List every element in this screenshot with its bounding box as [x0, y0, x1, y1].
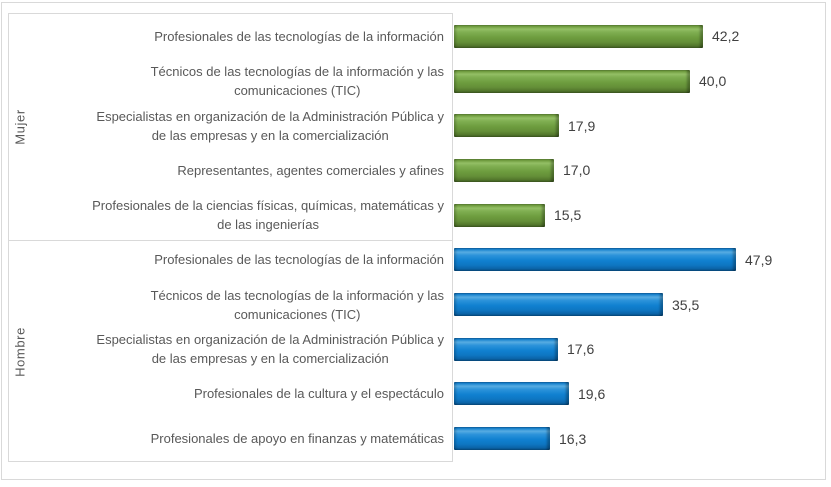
category-label: Profesionales de la ciencias físicas, qu… [9, 196, 453, 234]
chart-row: Profesionales de las tecnologías de la i… [9, 14, 822, 59]
value-label: 35,5 [672, 296, 700, 313]
chart-row: Representantes, agentes comerciales y af… [9, 148, 822, 193]
category-label: Técnicos de las tecnologías de la inform… [9, 286, 453, 324]
category-label: Técnicos de las tecnologías de la inform… [9, 62, 453, 100]
plot-area: Profesionales de las tecnologías de la i… [9, 14, 822, 461]
chart-row: Técnicos de las tecnologías de la inform… [9, 282, 822, 327]
category-label-text: Técnicos de las tecnologías de la inform… [150, 64, 444, 99]
chart-row: Profesionales de la cultura y el espectá… [9, 372, 822, 417]
value-label: 17,0 [563, 162, 591, 179]
category-label: Representantes, agentes comerciales y af… [9, 161, 453, 180]
bar-mujer-especialistas-organizacion [454, 114, 559, 138]
bar-mujer-tecnicos-tic [454, 69, 690, 93]
bar-cell: 16,3 [453, 427, 822, 451]
bar-cell: 17,9 [453, 114, 822, 138]
category-label: Profesionales de la cultura y el espectá… [9, 384, 453, 403]
category-label-text: Profesionales de la ciencias físicas, qu… [92, 198, 444, 233]
chart-row: Profesionales de la ciencias físicas, qu… [9, 193, 822, 238]
bar-mujer-representantes [454, 158, 554, 182]
chart-row: Técnicos de las tecnologías de la inform… [9, 59, 822, 104]
bar-cell: 40,0 [453, 69, 822, 93]
category-label-text: Profesionales de las tecnologías de la i… [154, 28, 444, 44]
bar-cell: 15,5 [453, 203, 822, 227]
category-label-text: Técnicos de las tecnologías de la inform… [150, 287, 444, 322]
chart-row: Profesionales de las tecnologías de la i… [9, 238, 822, 283]
category-label-text: Especialistas en organización de la Admi… [96, 108, 444, 143]
category-label-text: Representantes, agentes comerciales y af… [177, 162, 444, 178]
value-label: 17,9 [568, 117, 596, 134]
bar-hombre-especialistas-organizacion [454, 337, 558, 361]
category-label: Profesionales de las tecnologías de la i… [9, 27, 453, 46]
category-label-text: Especialistas en organización de la Admi… [96, 332, 444, 367]
category-label: Especialistas en organización de la Admi… [9, 107, 453, 145]
value-label: 15,5 [554, 207, 582, 224]
category-label-text: Profesionales de las tecnologías de la i… [154, 252, 444, 268]
category-label: Profesionales de las tecnologías de la i… [9, 250, 453, 269]
bar-cell: 35,5 [453, 293, 822, 317]
category-label-text: Profesionales de la cultura y el espectá… [193, 386, 444, 402]
bar-mujer-profesionales-ti [454, 24, 703, 48]
category-label-text: Profesionales de apoyo en finanzas y mat… [150, 431, 444, 447]
value-label: 40,0 [699, 73, 727, 90]
bar-cell: 17,6 [453, 337, 822, 361]
group-divider-line [8, 240, 453, 241]
value-label: 42,2 [712, 28, 740, 45]
category-label: Profesionales de apoyo en finanzas y mat… [9, 429, 453, 448]
chart-row: Especialistas en organización de la Admi… [9, 103, 822, 148]
bar-cell: 17,0 [453, 158, 822, 182]
chart-row: Especialistas en organización de la Admi… [9, 327, 822, 372]
value-label: 19,6 [578, 385, 606, 402]
bar-hombre-tecnicos-tic [454, 293, 663, 317]
bar-hombre-profesionales-ti [454, 248, 736, 272]
bar-hombre-apoyo-finanzas [454, 427, 550, 451]
category-axis-box [8, 13, 453, 462]
bar-cell: 42,2 [453, 24, 822, 48]
bar-hombre-cultura-espectaculo [454, 382, 569, 406]
value-label: 17,6 [567, 341, 595, 358]
value-label: 16,3 [559, 430, 587, 447]
category-label: Especialistas en organización de la Admi… [9, 330, 453, 368]
bar-cell: 19,6 [453, 382, 822, 406]
value-label: 47,9 [745, 251, 773, 268]
bar-cell: 47,9 [453, 248, 822, 272]
chart-row: Profesionales de apoyo en finanzas y mat… [9, 416, 822, 461]
bar-mujer-ciencias-fisicas [454, 203, 545, 227]
